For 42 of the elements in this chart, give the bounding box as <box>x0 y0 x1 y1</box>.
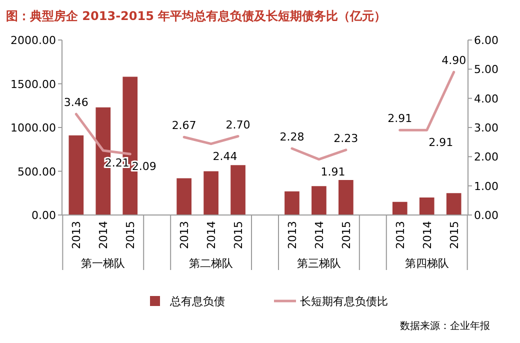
data-label: 2.70 <box>226 118 250 132</box>
text: 第三梯队 <box>296 257 341 270</box>
data-label: 3.46 <box>64 96 88 110</box>
data-label: 2.44 <box>212 150 238 163</box>
x-tick-label: 2013 <box>394 221 407 249</box>
data-label: 2.67 <box>172 119 196 132</box>
data-label: 4.90 <box>442 54 466 68</box>
y-tick-label: 2000.00 <box>10 34 56 47</box>
y2-tick-label: 1.00 <box>474 180 498 193</box>
y2-tick-label: 6.00 <box>474 34 498 47</box>
text: 第一梯队 <box>81 257 126 270</box>
data-label: 1.91 <box>320 165 346 178</box>
x-tick-label: 2013 <box>286 221 299 249</box>
y2-tick-label: 5.00 <box>474 63 498 76</box>
legend-label: 总有息负债 <box>169 295 225 308</box>
data-label: 2.28 <box>280 130 304 144</box>
x-tick-label: 2014 <box>312 221 326 249</box>
y-tick-label: 1000.00 <box>10 122 56 134</box>
x-tick-label: 2014 <box>205 221 218 249</box>
y-tick-label: 1500.00 <box>10 78 56 91</box>
x-tick-label: 2015 <box>448 221 461 249</box>
y-tick-label: 0.00 <box>32 209 56 222</box>
data-label: 2.23 <box>334 132 358 145</box>
x-tick-label: 2014 <box>420 221 434 249</box>
x-tick-label: 2015 <box>232 221 246 249</box>
source-note: 数据来源：企业年报 <box>400 320 490 332</box>
x-tick-label: 2015 <box>124 221 138 249</box>
y2-tick-label: 0.00 <box>474 209 498 222</box>
x-tick-label: 2014 <box>97 221 110 249</box>
y2-tick-label: 2.00 <box>474 150 498 164</box>
chart-title: 图：典型房企 2013-2015 年平均总有息负债及长短期债务比（亿元） <box>6 9 386 23</box>
text: 第二梯队 <box>189 257 234 270</box>
y-tick-label: 500.00 <box>18 165 56 178</box>
x-tick-label: 2013 <box>70 221 84 249</box>
data-label: 2.91 <box>388 112 412 126</box>
y2-tick-label: 3.00 <box>474 122 498 134</box>
data-label: 2.91 <box>428 136 454 150</box>
text: 第四梯队 <box>404 257 449 270</box>
legend-label: 长短期有息负债比 <box>300 295 388 308</box>
x-tick-label: 2013 <box>178 221 192 249</box>
y2-tick-label: 4.00 <box>474 92 498 106</box>
x-tick-label: 2015 <box>340 221 353 249</box>
